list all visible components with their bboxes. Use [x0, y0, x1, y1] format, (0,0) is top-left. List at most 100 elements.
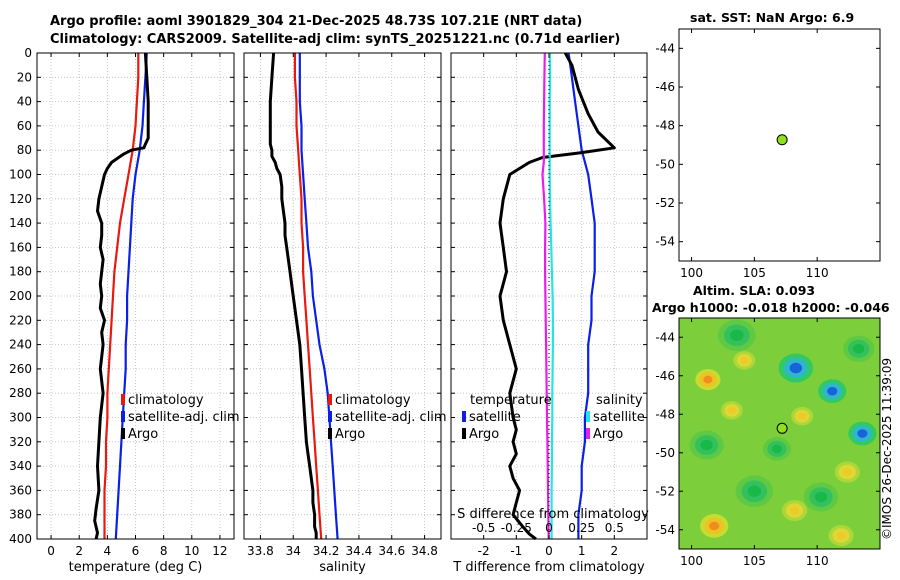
map-y-tick-label: -54 [655, 523, 675, 537]
y-tick-label: 320 [9, 435, 32, 449]
legend-s-satellite-swatch [586, 411, 590, 422]
legend-t-argo-swatch [462, 428, 466, 439]
sla-anomaly-core [814, 491, 828, 503]
sla-map-title-line-2: Argo h1000: -0.018 h2000: -0.046 [652, 300, 890, 315]
legend-s-argo-swatch [586, 428, 590, 439]
x-tick-label: 6 [132, 544, 140, 558]
sla-anomaly-core [836, 531, 846, 540]
sla-anomaly-core [730, 329, 744, 342]
series-argo [268, 52, 318, 539]
y-tick-label: 0 [24, 46, 32, 60]
legend-argo-swatch [328, 428, 332, 439]
map-x-tick-label: 100 [680, 554, 703, 568]
x-tick-label: 34.2 [313, 544, 340, 558]
map-y-tick-label: -50 [655, 446, 675, 460]
x-tick-label: 34.8 [411, 544, 438, 558]
y-tick-label: 280 [9, 386, 32, 400]
x-tick-label: -1 [510, 544, 522, 558]
x-tick-label: -2 [478, 544, 490, 558]
legend-argo: Argo [128, 427, 158, 442]
legend-t-satellite-swatch [462, 411, 466, 422]
map-x-tick-label: 100 [680, 266, 703, 280]
map-x-tick-label: 105 [743, 554, 766, 568]
y-tick-label: 100 [9, 168, 32, 182]
x-axis-label: temperature (deg C) [69, 560, 203, 575]
series-climatology [103, 53, 140, 539]
series-satellite-adj-clim [298, 53, 339, 540]
sla-anomaly-core [827, 386, 838, 396]
sla-anomaly-core [842, 468, 852, 476]
sla-anomaly-core [727, 407, 736, 414]
y-tick-label: 300 [9, 411, 32, 425]
sla-anomaly-core [857, 429, 868, 438]
map-y-tick-label: -48 [655, 119, 675, 133]
argo-float-marker [776, 422, 788, 434]
argo-float-marker [776, 134, 788, 146]
legend-satellite-adj-clim: satellite-adj. clim [335, 410, 447, 425]
y-tick-label: 260 [9, 362, 32, 376]
x-tick-label: 10 [184, 544, 199, 558]
legend-argo: Argo [335, 427, 365, 442]
map-y-tick-label: -50 [655, 157, 675, 171]
legend-s-argo: Argo [593, 427, 623, 442]
map-y-tick-label: -46 [655, 369, 675, 383]
y-tick-label: 180 [9, 265, 32, 279]
legend-climatology-swatch [328, 394, 332, 405]
y-tick-label: 400 [9, 532, 32, 546]
map-y-tick-label: -52 [655, 484, 675, 498]
series-t-argo [498, 52, 616, 541]
map-frame-sst [678, 28, 881, 262]
map-x-tick-label: 105 [743, 266, 766, 280]
map-x-tick-label: 110 [806, 266, 829, 280]
y-tick-label: 160 [9, 240, 32, 254]
legend-climatology: climatology [128, 393, 204, 408]
figure-title-line-1: Argo profile: aoml 3901829_304 21-Dec-20… [50, 14, 583, 29]
s-diff-tick-label: 0.5 [605, 521, 624, 535]
legend-salinity-title: salinity [596, 393, 643, 408]
x-tick-label: 2 [75, 544, 83, 558]
series-argo [93, 52, 150, 540]
s-diff-tick-label: 0.25 [568, 521, 595, 535]
series-s-satellite [548, 53, 555, 539]
map-frame-sla [678, 317, 881, 550]
x-tick-label: 34 [286, 544, 301, 558]
sla-map-title-line-1: Altim. SLA: 0.093 [693, 283, 816, 298]
s-diff-tick-label: -0.5 [472, 521, 495, 535]
series-t-satellite [567, 52, 596, 539]
y-tick-label: 220 [9, 313, 32, 327]
series-climatology [293, 53, 323, 540]
sla-anomaly-core [789, 362, 803, 374]
x-tick-label: 8 [160, 544, 168, 558]
legend-satellite-adj-clim-swatch [328, 411, 332, 422]
map-y-tick-label: -54 [655, 235, 675, 249]
y-tick-label: 240 [9, 338, 32, 352]
x-tick-label: 34.4 [346, 544, 373, 558]
x-tick-label: 0 [545, 544, 553, 558]
map-y-tick-label: -44 [655, 330, 675, 344]
y-tick-label: 20 [17, 70, 32, 84]
sla-anomaly-core [709, 521, 720, 531]
legend-s-satellite: satellite [593, 410, 645, 425]
s-diff-axis-label: S difference from climatology [457, 507, 649, 522]
legend-satellite-adj-clim: satellite-adj. clim [128, 410, 240, 425]
series-s-argo [541, 52, 550, 540]
sst-map-title: sat. SST: NaN Argo: 6.9 [690, 10, 855, 25]
y-tick-label: 140 [9, 216, 32, 230]
x-tick-label: 0 [47, 544, 55, 558]
heatmap-field [689, 319, 877, 547]
legend-climatology-swatch [121, 394, 125, 405]
legend-t-satellite: satellite [469, 410, 521, 425]
x-tick-label: 2 [611, 544, 619, 558]
y-tick-label: 200 [9, 289, 32, 303]
y-tick-label: 340 [9, 459, 32, 473]
y-tick-label: 120 [9, 192, 32, 206]
y-tick-label: 380 [9, 508, 32, 522]
s-diff-tick-label: -0.25 [501, 521, 532, 535]
y-tick-label: 80 [17, 143, 32, 157]
y-tick-label: 360 [9, 483, 32, 497]
sla-anomaly-core [700, 439, 713, 451]
panel-bg-1 [244, 53, 441, 539]
map-y-tick-label: -46 [655, 80, 675, 94]
sla-anomaly-core [747, 485, 762, 497]
